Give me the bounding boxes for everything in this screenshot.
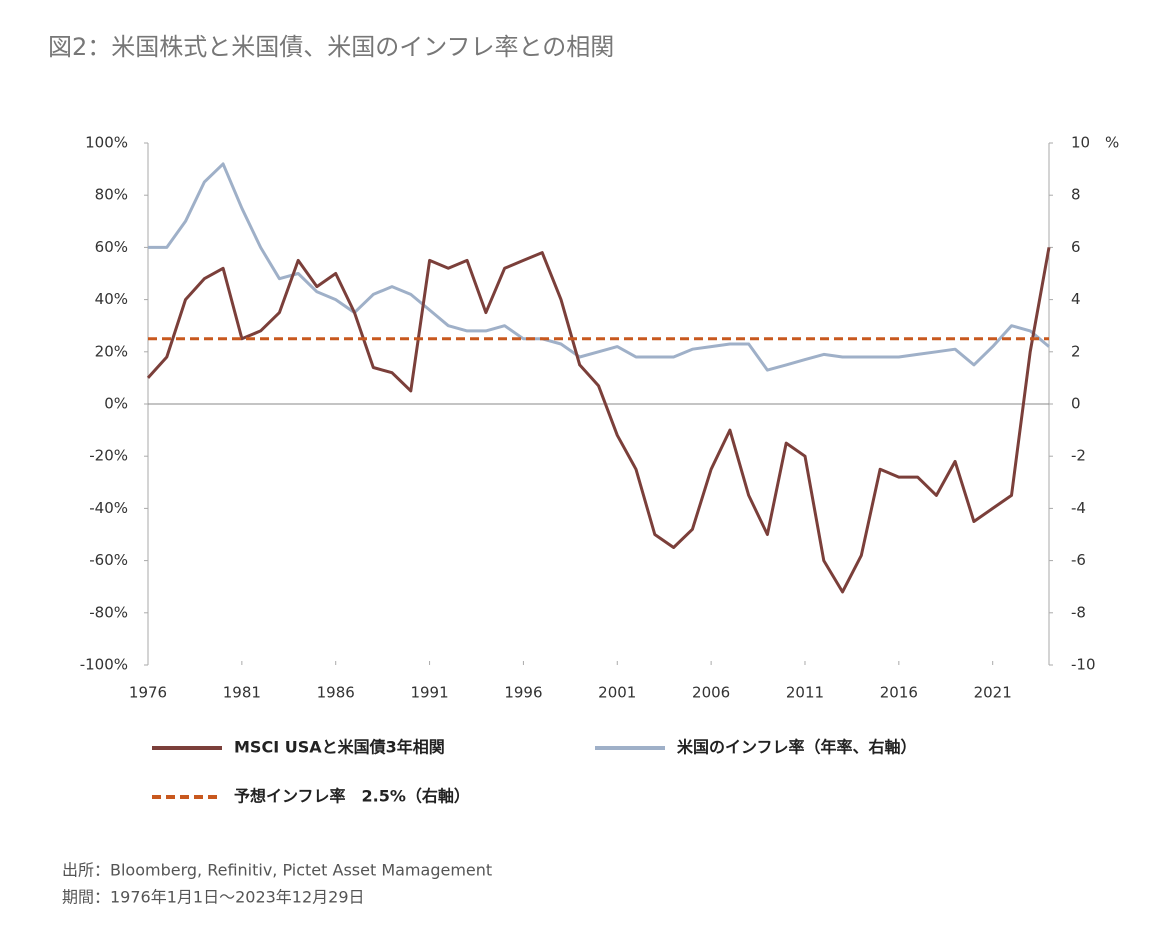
y2-tick-label: 0 xyxy=(1071,395,1081,413)
y2-tick-label: -4 xyxy=(1071,499,1086,517)
y2-tick-label: 10 xyxy=(1071,134,1090,152)
x-tick-label: 2001 xyxy=(598,684,636,702)
y2-tick-label: 4 xyxy=(1071,290,1081,308)
y-tick-label: -60% xyxy=(89,551,128,569)
source-note: 出所：Bloomberg, Refinitiv, Pictet Asset Ma… xyxy=(62,861,492,880)
series-line xyxy=(148,162,1050,372)
series-line xyxy=(146,247,1051,594)
y-tick-label: 100% xyxy=(85,134,128,152)
x-tick-label: 1991 xyxy=(410,684,448,702)
y-tick-label: 0% xyxy=(104,395,128,413)
x-tick-label: 1986 xyxy=(317,684,355,702)
y-tick-label: 80% xyxy=(95,186,128,204)
x-tick-label: 1981 xyxy=(223,684,261,702)
y2-tick-label: 8 xyxy=(1071,186,1081,204)
y-tick-label: -80% xyxy=(89,603,128,621)
legend-label: 予想インフレ率 2.5%（右軸） xyxy=(234,787,470,806)
legend-label: MSCI USAと米国債3年相関 xyxy=(234,738,445,757)
x-tick-label: 2016 xyxy=(880,684,918,702)
y2-unit: % xyxy=(1105,134,1119,152)
y2-tick-label: -6 xyxy=(1071,551,1086,569)
x-tick-label: 2021 xyxy=(974,684,1012,702)
x-tick-label: 1996 xyxy=(504,684,542,702)
y2-tick-label: -10 xyxy=(1071,656,1096,674)
y-tick-label: 40% xyxy=(95,290,128,308)
legend-label: 米国のインフレ率（年率、右軸） xyxy=(677,738,917,757)
period-note: 期間：1976年1月1日～2023年12月29日 xyxy=(62,888,365,907)
y-tick-label: -20% xyxy=(89,447,128,465)
y-tick-label: -40% xyxy=(89,499,128,517)
chart-title: 図2：米国株式と米国債、米国のインフレ率との相関 xyxy=(48,33,614,61)
y2-tick-label: -2 xyxy=(1071,447,1086,465)
x-tick-label: 1976 xyxy=(129,684,167,702)
x-tick-label: 2006 xyxy=(692,684,730,702)
y2-tick-label: 6 xyxy=(1071,238,1081,256)
y-tick-label: 20% xyxy=(95,342,128,360)
y-tick-label: 60% xyxy=(95,238,128,256)
x-tick-label: 2011 xyxy=(786,684,824,702)
y-tick-label: -100% xyxy=(80,656,128,674)
y2-tick-label: 2 xyxy=(1071,342,1081,360)
y2-tick-label: -8 xyxy=(1071,603,1086,621)
